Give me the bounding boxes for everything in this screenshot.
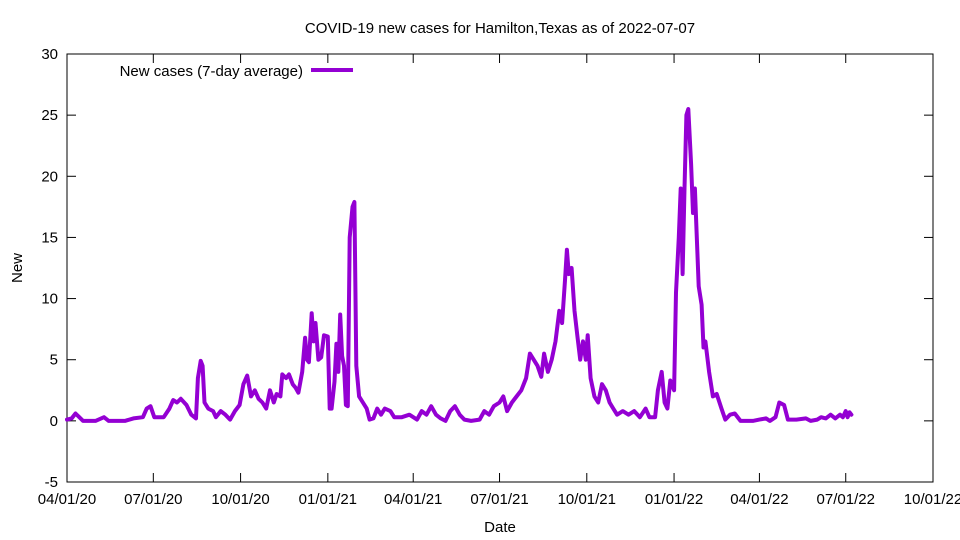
y-tick-label: 30 — [41, 46, 58, 63]
x-axis-label: Date — [484, 519, 516, 536]
y-tick-label: 25 — [41, 107, 58, 124]
x-tick-label: 04/01/21 — [384, 491, 442, 508]
x-tick-label: 07/01/21 — [470, 491, 528, 508]
y-tick-label: 15 — [41, 229, 58, 246]
x-tick-label: 07/01/20 — [124, 491, 182, 508]
chart-title: COVID-19 new cases for Hamilton,Texas as… — [305, 20, 695, 37]
y-tick-label: -5 — [45, 474, 58, 491]
y-tick-label: 0 — [50, 413, 58, 430]
x-axis: 04/01/20 07/01/20 10/01/20 01/01/21 04/01/21… — [38, 54, 960, 508]
legend-label: New cases (7-day average) — [120, 63, 303, 80]
x-tick-label: 10/01/21 — [558, 491, 616, 508]
x-tick-label: 04/01/20 — [38, 491, 96, 508]
series-layer — [65, 107, 854, 423]
y-axis: -5 0 5 10 15 20 25 30 — [41, 46, 933, 491]
y-tick-label: 20 — [41, 168, 58, 185]
x-tick-label: 04/01/22 — [730, 491, 788, 508]
y-axis-label: New — [9, 253, 26, 283]
x-tick-label: 01/01/22 — [645, 491, 703, 508]
x-tick-label: 10/01/22 — [904, 491, 960, 508]
x-tick-label: 07/01/22 — [817, 491, 875, 508]
x-tick-label: 01/01/21 — [299, 491, 357, 508]
series-line-0 — [65, 107, 854, 423]
x-tick-label: 10/01/20 — [211, 491, 269, 508]
y-tick-label: 5 — [50, 352, 58, 369]
legend: New cases (7-day average) — [120, 63, 353, 80]
y-tick-label: 10 — [41, 291, 58, 308]
